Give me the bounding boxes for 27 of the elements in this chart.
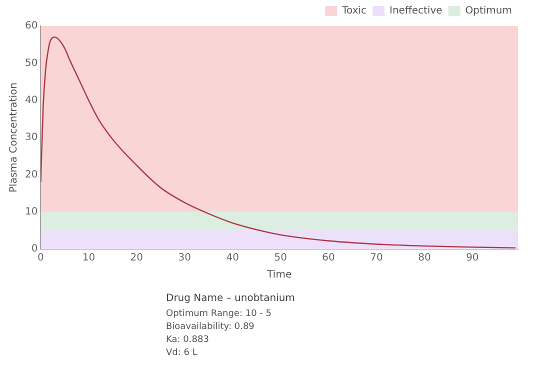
- y-tick-label: 60: [24, 20, 38, 32]
- x-tick-label: 90: [466, 252, 479, 264]
- text: Vd: 6 L: [166, 347, 198, 360]
- y-tick-label: 30: [24, 132, 38, 144]
- text: Ka: 0.883: [166, 334, 210, 347]
- x-tick-label: 80: [418, 252, 431, 264]
- y-tick-label: 0: [31, 244, 38, 255]
- x-tick-label: 10: [82, 252, 96, 264]
- text: Drug Name – unobtanium: [166, 292, 295, 305]
- text: Bioavailability: 0.89: [166, 321, 256, 334]
- line-series: [40, 36, 516, 249]
- y-tick-label: 20: [24, 169, 38, 180]
- legend-label: Optimum: [465, 6, 512, 17]
- legend-label: Toxic: [341, 6, 367, 17]
- x-tick-label: 20: [130, 252, 144, 264]
- y-tick-label: 50: [24, 58, 38, 69]
- y-tick-label: 10: [24, 206, 38, 218]
- text: Optimum Range: 10 - 5: [166, 308, 272, 321]
- x-tick-label: 30: [178, 252, 191, 264]
- x-tick-label: 40: [226, 252, 239, 264]
- y-axis-title: Plasma Concentration: [8, 82, 20, 192]
- x-axis-title: Time: [266, 270, 292, 281]
- x-tick-label: 60: [322, 252, 335, 264]
- x-tick-label: 70: [370, 252, 383, 264]
- legend-label: Ineffective: [390, 6, 442, 17]
- x-tick-label: 50: [274, 252, 287, 264]
- y-tick-label: 40: [24, 94, 38, 106]
